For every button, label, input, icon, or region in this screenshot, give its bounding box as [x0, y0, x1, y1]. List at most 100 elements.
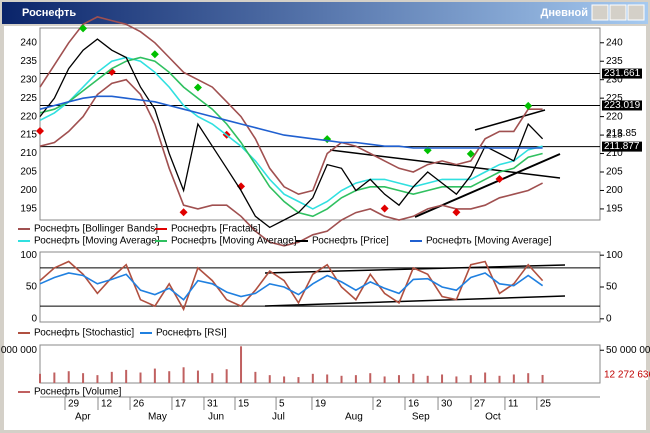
y-tick-label: 230 — [606, 74, 623, 85]
volume-bar — [254, 371, 257, 383]
month-label: Jul — [272, 412, 285, 423]
x-tick-label: 17 — [175, 399, 187, 410]
y-tick-label: 220 — [20, 111, 37, 122]
price-tag — [602, 100, 642, 111]
volume-bar — [527, 373, 530, 383]
price-label: 211.877 — [604, 141, 640, 152]
x-tick-label: 16 — [408, 399, 420, 410]
maximize-button[interactable] — [609, 4, 627, 21]
series-line — [39, 272, 544, 301]
series-line — [39, 95, 543, 149]
title-bar — [2, 2, 648, 24]
x-tick-label: 11 — [508, 399, 519, 410]
month-label: May — [148, 412, 167, 423]
x-tick-label: 29 — [68, 399, 80, 410]
y-tick-label: 50 — [26, 282, 38, 293]
volume-bar — [426, 375, 429, 383]
volume-bar — [283, 376, 286, 383]
y-tick-label: 50 000 000 — [606, 345, 650, 356]
window-mode[interactable]: Дневной — [541, 7, 589, 19]
band-line — [39, 78, 543, 247]
y-tick-label: 100 — [20, 250, 37, 261]
volume-bar — [311, 373, 314, 383]
volume-bar — [96, 375, 99, 383]
fractal — [495, 175, 504, 183]
minimize-button[interactable] — [591, 4, 609, 21]
x-tick-label: 25 — [540, 399, 552, 410]
legend-label: Роснефть [Price] — [312, 235, 389, 247]
series-line — [39, 56, 543, 218]
month-label: Jun — [208, 412, 224, 423]
y-tick-label: 200 — [606, 185, 623, 196]
y-tick-label: 205 — [20, 167, 37, 178]
close-button[interactable] — [627, 4, 645, 21]
x-tick-label: 2 — [376, 399, 382, 410]
trend-line — [329, 149, 561, 179]
volume-bar — [455, 376, 458, 383]
series-line — [39, 56, 543, 210]
legend-label: Роснефть [Bollinger Bands] — [34, 223, 158, 235]
band-line — [39, 16, 543, 196]
month-label: Oct — [485, 412, 501, 423]
fractal — [466, 149, 475, 158]
y-tick-label: 210 — [606, 148, 623, 159]
window-title: Роснефть — [22, 7, 76, 19]
price-label: 223.019 — [604, 100, 641, 111]
volume-bar — [139, 372, 142, 383]
x-tick-label: 12 — [101, 399, 113, 410]
price-label: 231.661 — [604, 68, 641, 79]
legend-label: Роснефть [Moving Average] — [426, 235, 552, 247]
panel — [39, 27, 601, 221]
series-line — [39, 260, 544, 312]
volume-bar — [125, 369, 128, 383]
volume-bar — [512, 374, 515, 383]
fractal — [36, 127, 44, 135]
y-tick-label: 100 — [606, 250, 623, 261]
fractal — [79, 24, 88, 33]
fractal — [380, 204, 389, 213]
legend-label: Роснефть [Fractals] — [171, 223, 261, 235]
y-tick-label: 215 — [20, 130, 37, 141]
volume-bar — [196, 370, 199, 383]
fractal — [150, 50, 159, 59]
fractal — [193, 83, 202, 92]
y-tick-label: 225 — [20, 93, 37, 104]
legend-label: Роснефть [RSI] — [156, 327, 227, 339]
x-tick-label: 19 — [315, 399, 327, 410]
y-tick-label: 240 — [606, 37, 623, 48]
y-tick-label: 225 — [606, 93, 623, 104]
volume-bar — [498, 375, 501, 383]
y-tick-label: 235 — [20, 56, 37, 67]
volume-bar — [369, 373, 372, 383]
y-tick-label: 0 — [606, 313, 612, 324]
volume-bar — [541, 374, 544, 383]
y-tick-label: 215 — [606, 130, 623, 141]
volume-bar — [39, 373, 41, 383]
fractal — [179, 208, 188, 217]
volume-bar — [326, 374, 329, 383]
legend-label: Роснефть [Stochastic] — [34, 327, 134, 339]
price-tag — [602, 141, 642, 152]
value-tag — [602, 369, 648, 380]
price-tag — [602, 68, 642, 79]
volume-bar — [67, 371, 70, 383]
y-tick-label: 230 — [20, 74, 37, 85]
volume-bar — [225, 369, 228, 383]
y-tick-label: 50 — [606, 282, 618, 293]
volume-bar — [268, 375, 271, 383]
month-label: Apr — [75, 412, 91, 423]
last-price: 213.85 — [606, 128, 637, 139]
volume-bar — [82, 373, 85, 383]
value-label: 12 272 636 — [604, 370, 650, 381]
volume-bar — [469, 375, 472, 383]
volume-bar — [412, 373, 415, 383]
trend-line — [264, 295, 566, 307]
volume-bar — [53, 372, 56, 383]
y-tick-label: 195 — [606, 204, 623, 215]
volume-bar — [240, 346, 243, 383]
y-tick-label: 0 — [31, 313, 37, 324]
volume-bar — [182, 367, 185, 383]
y-tick-label: 205 — [606, 167, 623, 178]
y-tick-label: 195 — [20, 204, 37, 215]
